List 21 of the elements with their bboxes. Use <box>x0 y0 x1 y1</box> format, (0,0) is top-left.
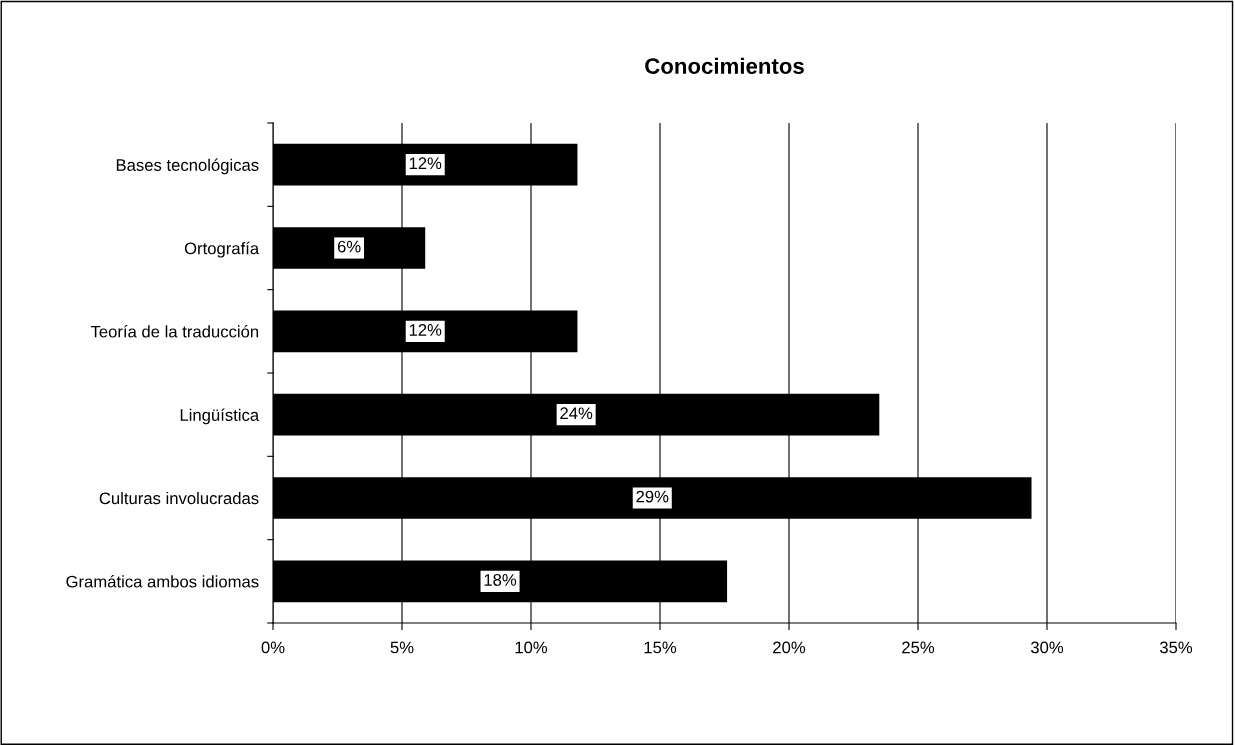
y-tick-label: Teoría de la traducción <box>90 325 259 338</box>
data-label: 29% <box>636 490 669 503</box>
y-tick-label: Culturas involucradas <box>99 491 259 505</box>
x-tick-label: 10% <box>515 641 548 654</box>
x-tick-label: 20% <box>773 641 806 654</box>
x-tick-label: 30% <box>1030 641 1064 654</box>
data-label: 12% <box>409 157 442 170</box>
y-tick-label: Bases tecnológicas <box>116 158 259 175</box>
data-label: 18% <box>484 574 517 586</box>
x-tick-label: 25% <box>902 641 935 654</box>
y-tick-label: Gramática ambos idiomas <box>66 575 259 588</box>
chart-title: Conocimientos <box>645 57 804 74</box>
y-tick-label: Lingüística <box>180 408 260 425</box>
x-tick-label: 0% <box>261 641 285 654</box>
x-tick-label: 35% <box>1159 641 1193 654</box>
data-label: 12% <box>409 324 442 336</box>
x-tick-label: 5% <box>390 641 414 654</box>
data-label: 6% <box>337 240 361 253</box>
x-tick-label: 15% <box>644 641 677 654</box>
y-tick-label: Ortografía <box>184 241 260 258</box>
data-label: 24% <box>560 407 593 420</box>
